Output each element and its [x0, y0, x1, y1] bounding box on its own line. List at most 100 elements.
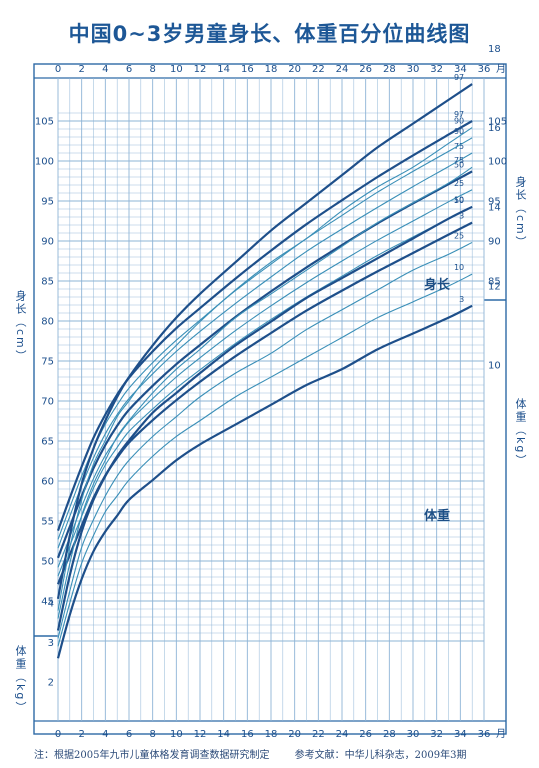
height-curve-p75	[57, 152, 473, 549]
weight-label-p10: 10	[454, 263, 464, 272]
weight-curve-p25	[57, 241, 473, 639]
height-tick-right: 90	[488, 237, 501, 248]
height-tick-right: 95	[488, 197, 501, 208]
x-tick-top: 0	[55, 64, 61, 75]
x-tick-top: 14	[217, 64, 230, 75]
weight-curve-p75	[57, 166, 473, 619]
height-curve-label: 身长	[424, 278, 451, 293]
footnote-reference: 参考文献：中华儿科杂志，2009年3期	[294, 750, 467, 761]
height-label-p50: 50	[454, 160, 464, 169]
x-tick-top: 8	[149, 64, 155, 75]
weight-tick-right: 14	[488, 202, 501, 213]
x-tick-top: 26	[359, 64, 372, 75]
weight-tick-right: 18	[488, 44, 501, 55]
weight-curve-p90	[57, 127, 473, 611]
x-tick-bottom: 12	[194, 729, 207, 740]
weight-tick-left: 4	[48, 598, 54, 609]
height-label-p97: 97	[454, 110, 464, 119]
x-tick-top: 30	[407, 64, 420, 75]
x-tick-bottom: 4	[102, 729, 108, 740]
x-tick-bottom: 18	[265, 729, 278, 740]
footnote: 注：根据2005年九市儿童体格发育调查数据研究制定 参考文献：中华儿科杂志，20…	[34, 746, 514, 761]
height-curve-p90	[57, 137, 473, 540]
height-axis-label-left: 身长（cm）	[14, 290, 27, 363]
month-unit-top: 月	[496, 63, 506, 75]
height-tick-left: 90	[41, 237, 54, 248]
height-label-p3: 3	[459, 212, 464, 221]
x-tick-bottom: 34	[454, 729, 467, 740]
height-tick-left: 45	[41, 597, 54, 608]
height-curve-p97	[56, 120, 473, 531]
weight-curve-p97	[56, 83, 473, 600]
height-curve-p25	[57, 189, 473, 568]
x-tick-bottom: 6	[126, 729, 132, 740]
x-tick-top: 28	[383, 64, 396, 75]
height-tick-left: 95	[41, 197, 54, 208]
x-tick-top: 6	[126, 64, 132, 75]
x-tick-bottom: 36	[478, 729, 491, 740]
height-tick-left: 55	[41, 517, 54, 528]
height-tick-left: 60	[41, 477, 54, 488]
height-tick-left: 65	[41, 437, 54, 448]
weight-label-p90: 90	[454, 117, 464, 126]
x-tick-top: 34	[454, 64, 467, 75]
weight-label-p3: 3	[459, 295, 464, 304]
x-tick-top: 2	[78, 64, 84, 75]
x-tick-bottom: 14	[217, 729, 230, 740]
height-tick-left: 75	[41, 357, 54, 368]
x-tick-top: 24	[336, 64, 349, 75]
x-tick-bottom: 20	[288, 729, 301, 740]
weight-tick-left: 2	[48, 678, 54, 689]
height-label-p75: 75	[454, 142, 464, 151]
x-tick-top: 12	[194, 64, 207, 75]
x-tick-bottom: 16	[241, 729, 254, 740]
x-tick-bottom: 10	[170, 729, 183, 740]
height-label-p90: 90	[454, 127, 464, 136]
x-tick-top: 16	[241, 64, 254, 75]
footnote-source: 注：根据2005年九市儿童体格发育调查数据研究制定	[34, 750, 270, 761]
height-axis-label-right: 身长（cm）	[514, 176, 527, 249]
x-tick-bottom: 24	[336, 729, 349, 740]
weight-axis-label-right: 体重（kg）	[514, 398, 527, 468]
height-tick-right: 100	[488, 157, 507, 168]
x-tick-bottom: 22	[312, 729, 325, 740]
x-tick-top: 10	[170, 64, 183, 75]
weight-curve-label: 体重	[424, 509, 451, 524]
x-tick-bottom: 28	[383, 729, 396, 740]
height-tick-right: 105	[488, 117, 507, 128]
x-tick-top: 20	[288, 64, 301, 75]
weight-curve-p10	[57, 273, 473, 647]
height-tick-left: 70	[41, 397, 54, 408]
height-label-p25: 25	[454, 179, 464, 188]
weight-label-p75: 75	[454, 156, 464, 165]
x-tick-top: 22	[312, 64, 325, 75]
weight-axis-label-left: 体重（kg）	[14, 645, 27, 715]
x-tick-bottom: 0	[55, 729, 61, 740]
x-tick-top: 4	[102, 64, 108, 75]
height-tick-left: 50	[41, 557, 54, 568]
weight-label-p97: 97	[454, 73, 464, 82]
month-unit-bottom: 月	[496, 728, 506, 740]
chart-title: 中国0~3岁男童身长、体重百分位曲线图	[68, 22, 471, 46]
weight-tick-left: 3	[48, 638, 54, 649]
weight-label-p25: 25	[454, 231, 464, 240]
weight-curve-p50	[56, 205, 473, 631]
height-curve-p50	[56, 170, 473, 559]
height-tick-left: 105	[35, 117, 54, 128]
weight-tick-right: 16	[488, 123, 501, 134]
weight-label-p50: 50	[454, 196, 464, 205]
x-tick-bottom: 2	[78, 729, 84, 740]
weight-tick-right: 10	[488, 361, 501, 372]
x-tick-bottom: 32	[430, 729, 443, 740]
height-tick-left: 80	[41, 317, 54, 328]
height-tick-left: 85	[41, 277, 54, 288]
x-tick-bottom: 30	[407, 729, 420, 740]
x-tick-top: 32	[430, 64, 443, 75]
weight-curve-p3	[56, 304, 473, 659]
x-tick-bottom: 26	[359, 729, 372, 740]
height-curve-p3	[56, 221, 473, 585]
height-curve-p10	[57, 206, 473, 577]
outer-frame	[33, 63, 507, 735]
x-tick-top: 36	[478, 64, 491, 75]
